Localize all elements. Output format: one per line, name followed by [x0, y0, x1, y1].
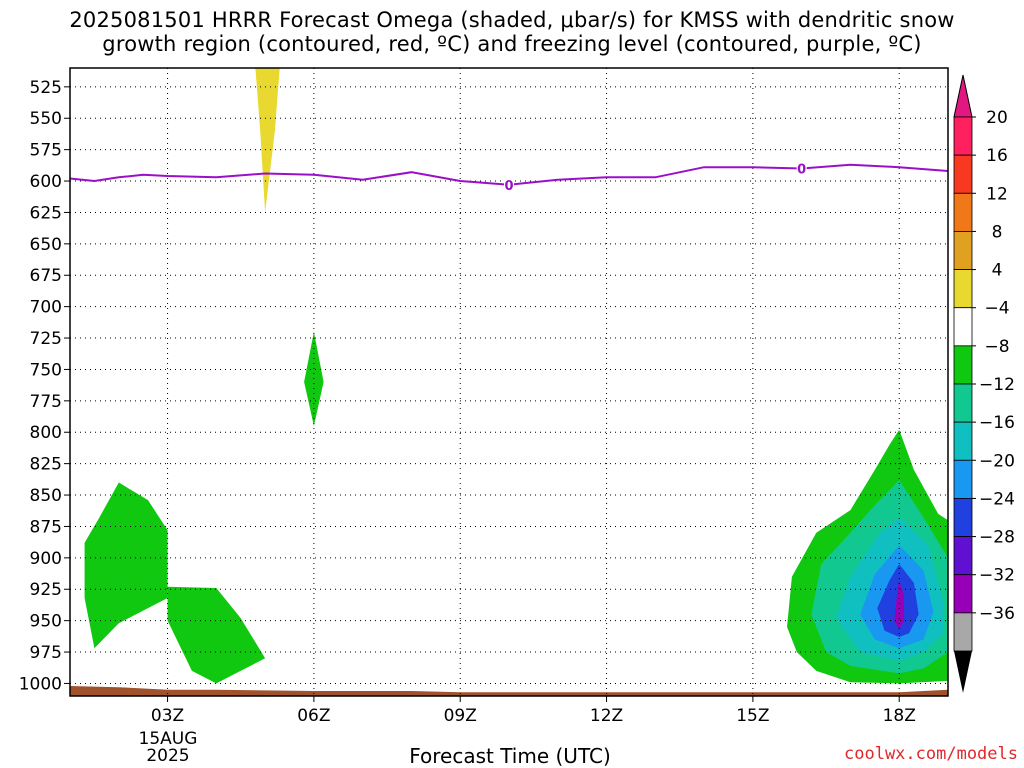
x-tick-label-03Z: 03Z [151, 706, 184, 726]
colorbar-label-7: −12 [979, 375, 1015, 395]
axes-layer: 525 550 575 600 625 650 675 700 725 750 775 800 825 8… [19, 67, 949, 726]
x-tick-label-15Z: 15Z [736, 706, 769, 726]
plot-fill-layer [70, 68, 948, 696]
omega-region-rising-cell-left-lower [167, 586, 266, 684]
date-sub-label-day: 15AUG [139, 729, 198, 749]
freezing-level-label-0: 0 [504, 179, 513, 194]
colorbar-swatch-9 [953, 459, 973, 499]
y-tick-label-900: 900 [30, 549, 62, 569]
chart-title-line-1: 2025081501 HRRR Forecast Omega (shaded, … [69, 8, 955, 32]
colorbar-swatch-8 [953, 421, 973, 461]
colorbar-label-8: −16 [979, 413, 1015, 433]
omega-region-sinking-plume [255, 68, 280, 213]
plot-frame [69, 67, 949, 697]
colorbar: 20 16 12 8 4 −4 −8 −12 −16 −20 −24 −28 −32 −36 [953, 74, 1015, 693]
y-tick-label-850: 850 [30, 486, 62, 506]
site-credit: coolwx.com/models [844, 744, 1018, 764]
colorbar-label-4: 4 [992, 261, 1003, 281]
colorbar-swatch-5 [953, 307, 973, 347]
colorbar-swatch-10 [953, 498, 973, 537]
y-tick-label-650: 650 [30, 235, 62, 255]
colorbar-label-6: −8 [984, 337, 1009, 357]
omega-region-rising-cell-left-upper [84, 482, 168, 649]
y-tick-label-700: 700 [30, 298, 62, 318]
x-tick-label-09Z: 09Z [444, 706, 477, 726]
y-tick-label-600: 600 [30, 172, 62, 192]
colorbar-label-0: 20 [986, 108, 1008, 128]
y-tick-label-975: 975 [30, 643, 62, 663]
freezing-level-label-bg-0 [504, 177, 514, 192]
colorbar-label-10: −24 [979, 489, 1015, 509]
y-tick-label-1000: 1000 [19, 674, 62, 694]
colorbar-label-11: −28 [979, 528, 1015, 548]
colorbar-swatch-13 [953, 612, 973, 652]
freezing-level-label-bg-1 [796, 161, 807, 176]
colorbar-swatch-0 [953, 116, 973, 156]
y-tick-label-750: 750 [30, 360, 62, 380]
x-tick-label-18Z: 18Z [883, 706, 916, 726]
colorbar-bottom-arrow [954, 651, 972, 693]
x-tick-label-06Z: 06Z [297, 706, 330, 726]
colorbar-label-3: 8 [992, 222, 1003, 242]
colorbar-label-9: −20 [979, 451, 1015, 471]
colorbar-swatch-2 [953, 192, 973, 232]
omega-region-rising-cell-right-6 [894, 580, 905, 630]
colorbar-label-13: −36 [979, 604, 1015, 624]
colorbar-label-2: 12 [986, 184, 1008, 204]
y-tick-label-575: 575 [30, 141, 62, 161]
date-sub-label-year: 2025 [146, 746, 189, 766]
freezing-level-line [69, 163, 949, 186]
colorbar-swatch-3 [953, 231, 973, 270]
colorbar-swatch-4 [953, 269, 973, 309]
colorbar-top-arrow [953, 74, 973, 118]
y-tick-label-950: 950 [30, 612, 62, 632]
y-tick-label-775: 775 [30, 392, 62, 412]
colorbar-swatch-12 [953, 574, 973, 614]
y-tick-label-525: 525 [30, 78, 62, 98]
y-tick-label-925: 925 [30, 580, 62, 600]
chart-title-line-2: growth region (contoured, red, ºC) and f… [102, 32, 922, 56]
y-tick-label-550: 550 [30, 109, 62, 129]
colorbar-swatch-7 [953, 383, 973, 423]
colorbar-swatch-6 [953, 345, 973, 385]
colorbar-swatch-1 [953, 154, 973, 194]
colorbar-label-12: −32 [979, 566, 1015, 586]
y-tick-label-725: 725 [30, 329, 62, 349]
colorbar-swatch-11 [953, 536, 973, 576]
x-tick-label-12Z: 12Z [590, 706, 623, 726]
terrain-fill [70, 686, 948, 696]
x-axis-title: Forecast Time (UTC) [409, 744, 611, 768]
y-tick-label-625: 625 [30, 203, 62, 223]
contour-layer: 00 [69, 161, 949, 194]
colorbar-label-5: −4 [984, 299, 1009, 319]
y-tick-label-875: 875 [30, 517, 62, 537]
y-tick-label-825: 825 [30, 455, 62, 475]
y-tick-label-800: 800 [30, 423, 62, 443]
colorbar-label-1: 16 [986, 146, 1008, 166]
y-tick-label-675: 675 [30, 266, 62, 286]
freezing-level-label-1: 0 [797, 162, 806, 177]
